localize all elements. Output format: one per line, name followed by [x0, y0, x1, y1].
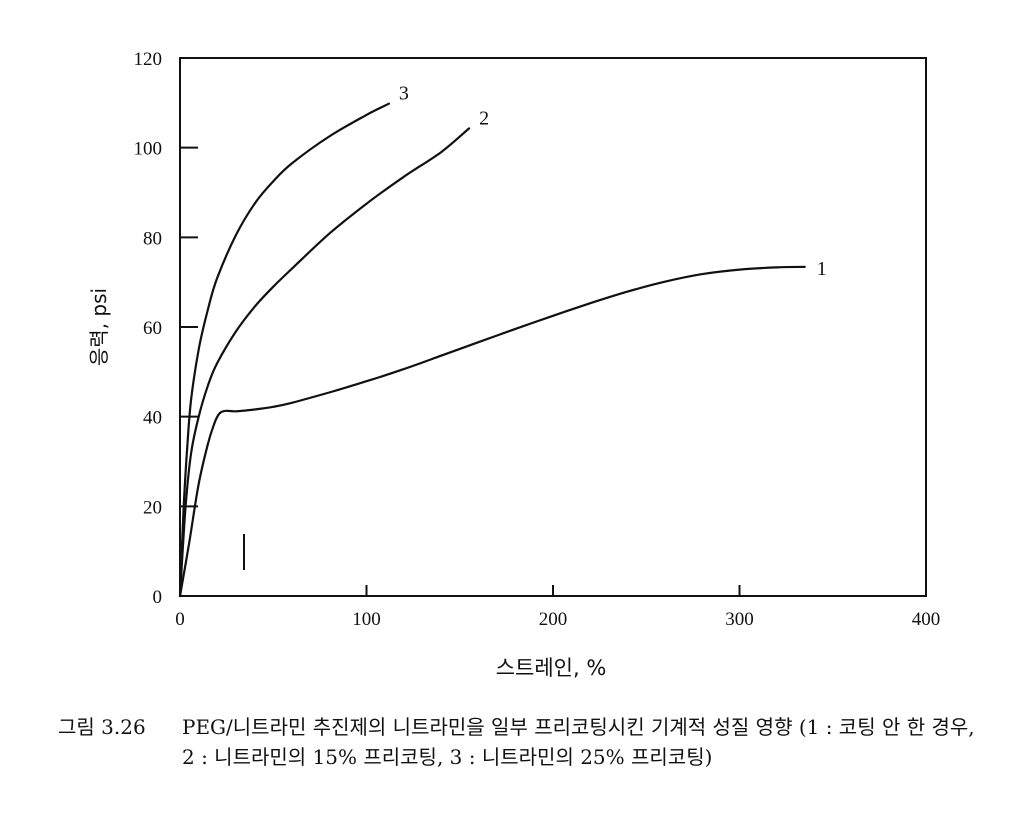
series-curve-1 [178, 265, 806, 598]
y-tick-label: 100 [134, 139, 163, 160]
y-tick-label: 120 [134, 49, 163, 70]
y-tick-label: 0 [153, 587, 163, 608]
series-curve-2 [178, 127, 471, 598]
figure-caption: 그림 3.26 PEG/니트라민 추진제의 니트라민을 일부 프리코팅시킨 기계… [58, 712, 988, 772]
x-tick-label: 200 [539, 609, 568, 630]
x-axis-label: 스트레인, % [496, 656, 607, 680]
caption-label: 그림 3.26 [58, 715, 146, 739]
y-axis-label: 응력, psi [87, 288, 111, 366]
x-tick-label: 300 [725, 609, 754, 630]
x-tick-label: 400 [912, 609, 941, 630]
plot-frame [179, 57, 927, 597]
caption-text: PEG/니트라민 추진제의 니트라민을 일부 프리코팅시킨 기계적 성질 영향 … [182, 715, 975, 769]
series-curve-3 [178, 102, 390, 598]
series-label-3: 3 [399, 83, 409, 105]
stress-strain-chart: 0 100 200 300 400 0 20 40 60 80 100 120 1 2 3 응력, psi… [87, 49, 941, 680]
y-tick-label: 40 [143, 408, 162, 429]
y-tick-label: 20 [143, 497, 162, 518]
y-tick-label: 80 [143, 228, 162, 249]
series-label-2: 2 [479, 107, 489, 129]
x-tick-label: 100 [352, 609, 381, 630]
series-label-1: 1 [817, 258, 827, 280]
y-tick-label: 60 [143, 318, 162, 339]
x-tick-label: 0 [175, 609, 185, 630]
